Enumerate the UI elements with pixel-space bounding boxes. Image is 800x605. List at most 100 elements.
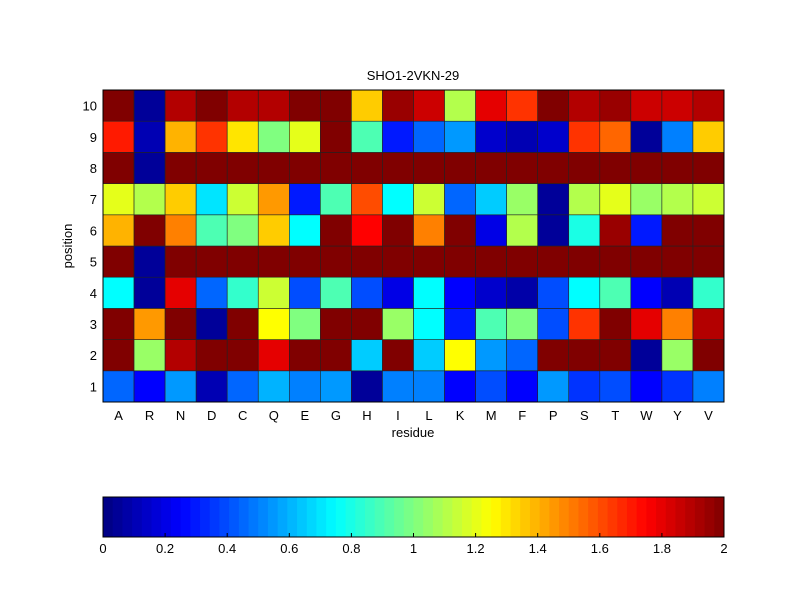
heatmap-cell-D-1 — [195, 370, 228, 403]
heatmap-cell-P-9 — [537, 120, 570, 153]
heatmap-cell-T-10 — [599, 89, 632, 122]
heatmap-cell-H-3 — [351, 308, 383, 340]
colorbar-swatch — [462, 497, 473, 537]
heatmap-cell-Q-7 — [257, 183, 290, 216]
heatmap-cell-W-2 — [630, 339, 663, 372]
colorbar-swatch — [471, 497, 482, 537]
heatmap-cell-L-3 — [413, 308, 445, 340]
colorbar-swatch — [403, 497, 414, 537]
heatmap-cell-N-3 — [164, 308, 197, 340]
heatmap-cell-R-5 — [133, 245, 166, 278]
heatmap-cell-K-6 — [444, 214, 476, 247]
heatmap-cell-G-2 — [320, 339, 352, 372]
heatmap-cell-Y-3 — [661, 308, 694, 340]
colorbar-swatch — [452, 497, 463, 537]
x-tick-label: E — [300, 408, 309, 423]
heatmap-cell-W-4 — [630, 276, 663, 309]
colorbar-swatch — [103, 497, 114, 537]
heatmap-cell-W-5 — [630, 245, 663, 278]
heatmap-cell-M-10 — [475, 89, 507, 122]
heatmap-cell-P-1 — [537, 370, 570, 403]
heatmap-cell-G-4 — [320, 276, 352, 309]
colorbar-swatch — [520, 497, 531, 537]
heatmap-cell-Y-2 — [661, 339, 694, 372]
colorbar-swatch — [345, 497, 356, 537]
heatmap-cell-T-6 — [599, 214, 632, 247]
x-tick-label: W — [640, 408, 653, 423]
heatmap-cell-Q-9 — [257, 120, 290, 153]
heatmap-cell-F-1 — [506, 370, 538, 403]
heatmap-cell-V-6 — [692, 214, 725, 247]
heatmap-cell-T-9 — [599, 120, 632, 153]
colorbar-tick-label: 1 — [410, 541, 417, 556]
heatmap-cell-N-7 — [164, 183, 197, 216]
x-tick-label: H — [362, 408, 371, 423]
heatmap-cell-C-3 — [226, 308, 259, 340]
colorbar-swatch — [161, 497, 172, 537]
heatmap-cell-F-7 — [506, 183, 538, 216]
heatmap-cell-H-2 — [351, 339, 383, 372]
heatmap-cell-A-4 — [102, 276, 135, 309]
heatmap-cell-L-7 — [413, 183, 445, 216]
heatmap-cell-W-8 — [630, 152, 663, 184]
heatmap-cell-I-6 — [382, 214, 414, 247]
heatmap-cell-A-9 — [102, 120, 135, 153]
y-tick-label: 9 — [90, 130, 97, 145]
heatmap-cell-G-10 — [320, 89, 352, 122]
heatmap-cell-S-1 — [568, 370, 601, 403]
heatmap-cell-Y-8 — [661, 152, 694, 184]
colorbar-tick-label: 0.8 — [342, 541, 360, 556]
colorbar-swatch — [141, 497, 153, 537]
heatmap-cell-R-2 — [133, 339, 166, 372]
heatmap-cell-R-4 — [133, 276, 166, 309]
x-tick-label: A — [114, 408, 123, 423]
heatmap-cell-T-5 — [599, 245, 632, 278]
y-tick-label: 4 — [90, 286, 97, 301]
heatmap-cell-W-9 — [630, 120, 663, 153]
heatmap-cell-C-8 — [226, 152, 259, 184]
heatmap-cell-V-4 — [692, 276, 725, 309]
heatmap-cell-H-4 — [351, 276, 383, 309]
y-tick-label: 10 — [83, 99, 97, 114]
heatmap-cell-G-3 — [320, 308, 352, 340]
heatmap-cell-G-7 — [320, 183, 352, 216]
heatmap-cell-H-5 — [351, 245, 383, 278]
heatmap-cell-S-7 — [568, 183, 601, 216]
heatmap-cell-V-10 — [692, 89, 725, 122]
colorbar-swatch — [491, 497, 502, 537]
heatmap-cell-V-7 — [692, 183, 725, 216]
colorbar-swatch — [209, 497, 220, 537]
heatmap-cell-S-5 — [568, 245, 601, 278]
heatmap-cell-D-7 — [195, 183, 228, 216]
colorbar-tick-labels: 0 0.2 0.4 0.6 0.8 1 1.2 1.4 1.6 1.8 2 — [99, 533, 728, 556]
heatmap-cell-A-7 — [102, 183, 135, 216]
heatmap-cell-T-3 — [599, 308, 632, 340]
colorbar-swatch — [219, 497, 230, 537]
colorbar-swatch — [132, 497, 143, 537]
heatmap-cell-T-8 — [599, 152, 632, 184]
heatmap-cell-W-7 — [630, 183, 663, 216]
heatmap-cell-Q-3 — [257, 308, 290, 340]
heatmap-cell-K-4 — [444, 276, 476, 309]
colorbar-swatch — [287, 497, 298, 537]
heatmap-cell-T-1 — [599, 370, 632, 403]
colorbar-swatch — [636, 497, 647, 537]
heatmap-cell-G-8 — [320, 152, 352, 184]
heatmap-cell-V-9 — [692, 120, 725, 153]
heatmap-cell-D-4 — [195, 276, 228, 309]
x-tick-label: S — [580, 408, 589, 423]
colorbar-swatch — [200, 497, 211, 537]
x-tick-label: G — [331, 408, 341, 423]
heatmap-cell-Y-9 — [661, 120, 694, 153]
colorbar-swatch — [277, 497, 288, 537]
colorbar-swatch — [180, 497, 191, 537]
heatmap-cell-Q-5 — [257, 245, 290, 278]
heatmap-cell-M-8 — [475, 152, 507, 184]
y-tick-label: 6 — [90, 223, 97, 238]
heatmap-cell-C-10 — [226, 89, 259, 122]
x-tick-label: F — [518, 408, 526, 423]
heatmap-cell-P-5 — [537, 245, 570, 278]
colorbar-tick-label: 1.4 — [529, 541, 547, 556]
heatmap-cell-L-2 — [413, 339, 445, 372]
